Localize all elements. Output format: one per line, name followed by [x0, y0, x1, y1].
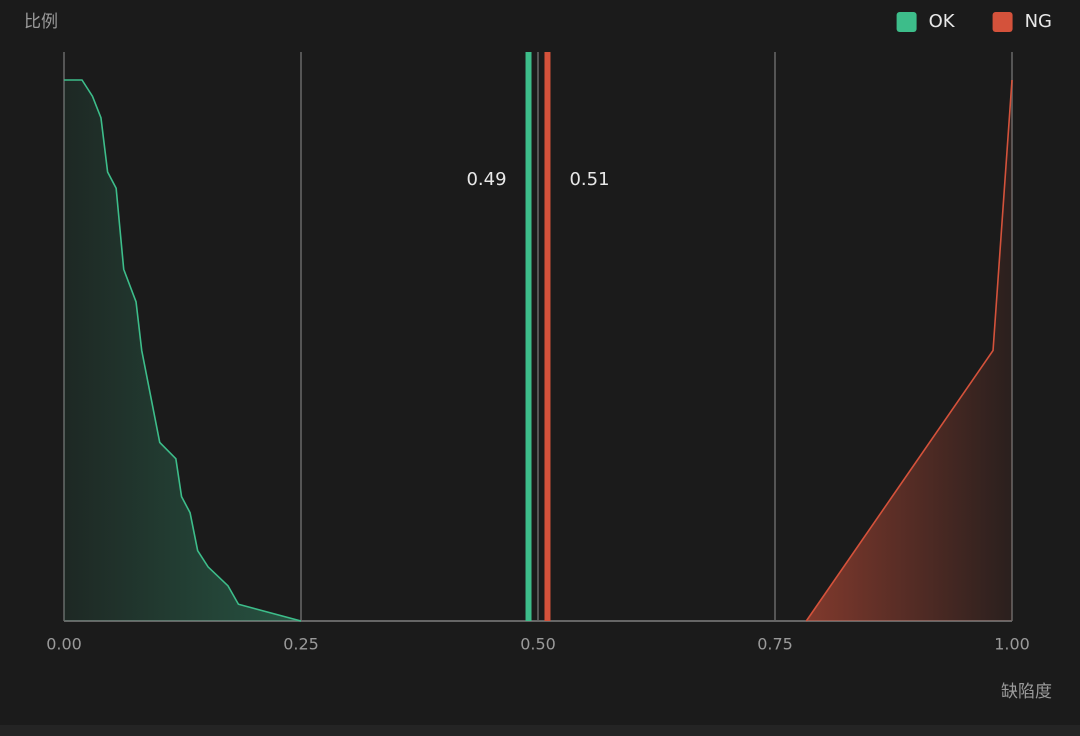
- x-tick-label: 0.75: [757, 635, 793, 654]
- x-axis-label: 缺陷度: [1001, 682, 1052, 702]
- footer-strip: [0, 725, 1080, 736]
- threshold-label: 0.49: [466, 169, 506, 190]
- legend-swatch: [992, 12, 1013, 32]
- threshold-line: [525, 52, 532, 621]
- legend-label: OK: [929, 11, 956, 32]
- threshold-label: 0.51: [569, 169, 609, 190]
- area-fill: [64, 80, 301, 621]
- x-tick-label: 0.00: [46, 635, 82, 654]
- y-axis-label: 比例: [24, 12, 58, 32]
- x-tick-label: 0.25: [283, 635, 319, 654]
- area-fill: [806, 80, 1012, 621]
- line: [64, 79, 302, 622]
- x-tick-label: 0.50: [520, 635, 556, 654]
- legend-label: NG: [1025, 11, 1052, 32]
- x-tick-label: 1.00: [994, 635, 1030, 654]
- legend-swatch: [896, 12, 917, 32]
- line: [805, 79, 1013, 622]
- threshold-line: [544, 52, 551, 621]
